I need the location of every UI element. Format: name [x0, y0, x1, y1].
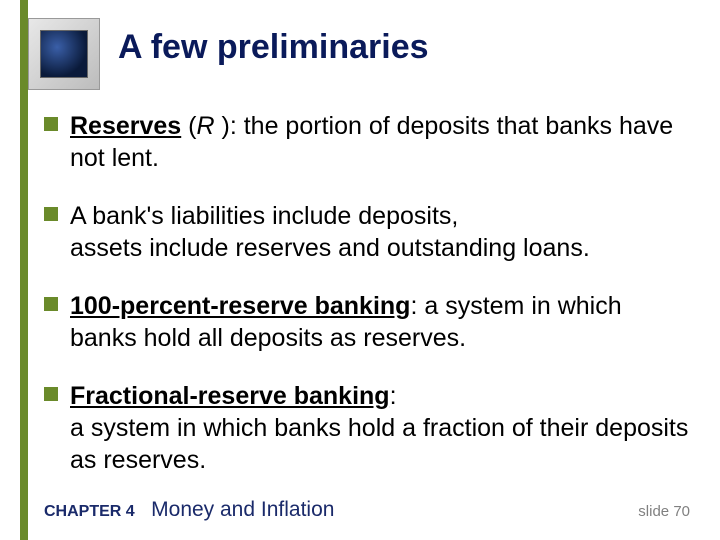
- chapter-title: Money and Inflation: [151, 498, 334, 521]
- bullet-icon: [44, 117, 58, 131]
- bullet-list: Reserves (R ): the portion of deposits t…: [44, 110, 690, 502]
- slide-title: A few preliminaries: [118, 28, 429, 67]
- bullet-text: Fractional-reserve banking: a system in …: [70, 380, 690, 476]
- chapter-label: CHAPTER 4: [44, 503, 135, 520]
- footer-left: CHAPTER 4 Money and Inflation: [44, 498, 334, 522]
- list-item: 100-percent-reserve banking: a system in…: [44, 290, 690, 354]
- bullet-icon: [44, 387, 58, 401]
- slide-footer: CHAPTER 4 Money and Inflation slide 70: [44, 498, 690, 522]
- slide-number: slide 70: [638, 503, 690, 520]
- bullet-icon: [44, 207, 58, 221]
- list-item: A bank's liabilities include deposits, a…: [44, 200, 690, 264]
- accent-stripe: [20, 0, 28, 540]
- bullet-text: 100-percent-reserve banking: a system in…: [70, 290, 690, 354]
- list-item: Reserves (R ): the portion of deposits t…: [44, 110, 690, 174]
- bullet-text: Reserves (R ): the portion of deposits t…: [70, 110, 690, 174]
- bullet-icon: [44, 297, 58, 311]
- list-item: Fractional-reserve banking: a system in …: [44, 380, 690, 476]
- slide-decorative-icon: [28, 18, 100, 90]
- bullet-text: A bank's liabilities include deposits, a…: [70, 200, 690, 264]
